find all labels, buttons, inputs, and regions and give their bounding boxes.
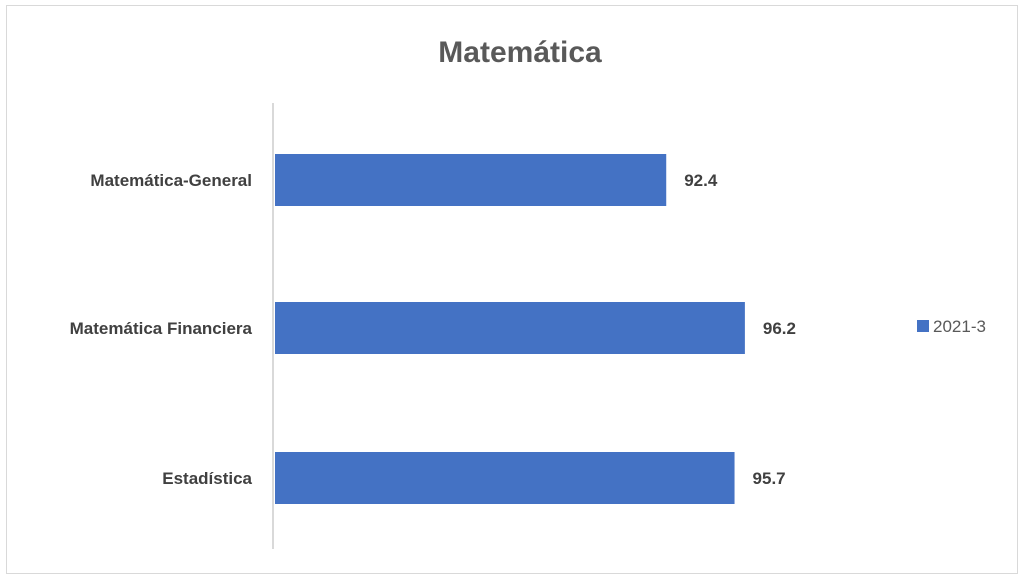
data-label-estad-stica: 95.7 [753,469,786,488]
category-label-matem-tica-financiera: Matemática Financiera [70,319,253,338]
data-label-matem-tica-financiera: 96.2 [763,319,796,338]
bar-estad-stica [275,452,735,504]
bar-matem-tica-financiera [275,302,745,354]
bar-matem-tica-general [275,154,667,206]
category-label-matem-tica-general: Matemática-General [90,171,252,190]
legend-label-2021-3: 2021-3 [933,317,986,336]
chart-title: Matemática [438,36,602,69]
bars-group: Matemática-General 92.4 Matemática Financi… [70,154,796,504]
data-label-matem-tica-general: 92.4 [684,171,718,190]
category-label-estad-stica: Estadística [162,469,252,488]
legend-swatch-2021-3 [917,320,929,332]
legend: 2021-3 [917,317,986,336]
